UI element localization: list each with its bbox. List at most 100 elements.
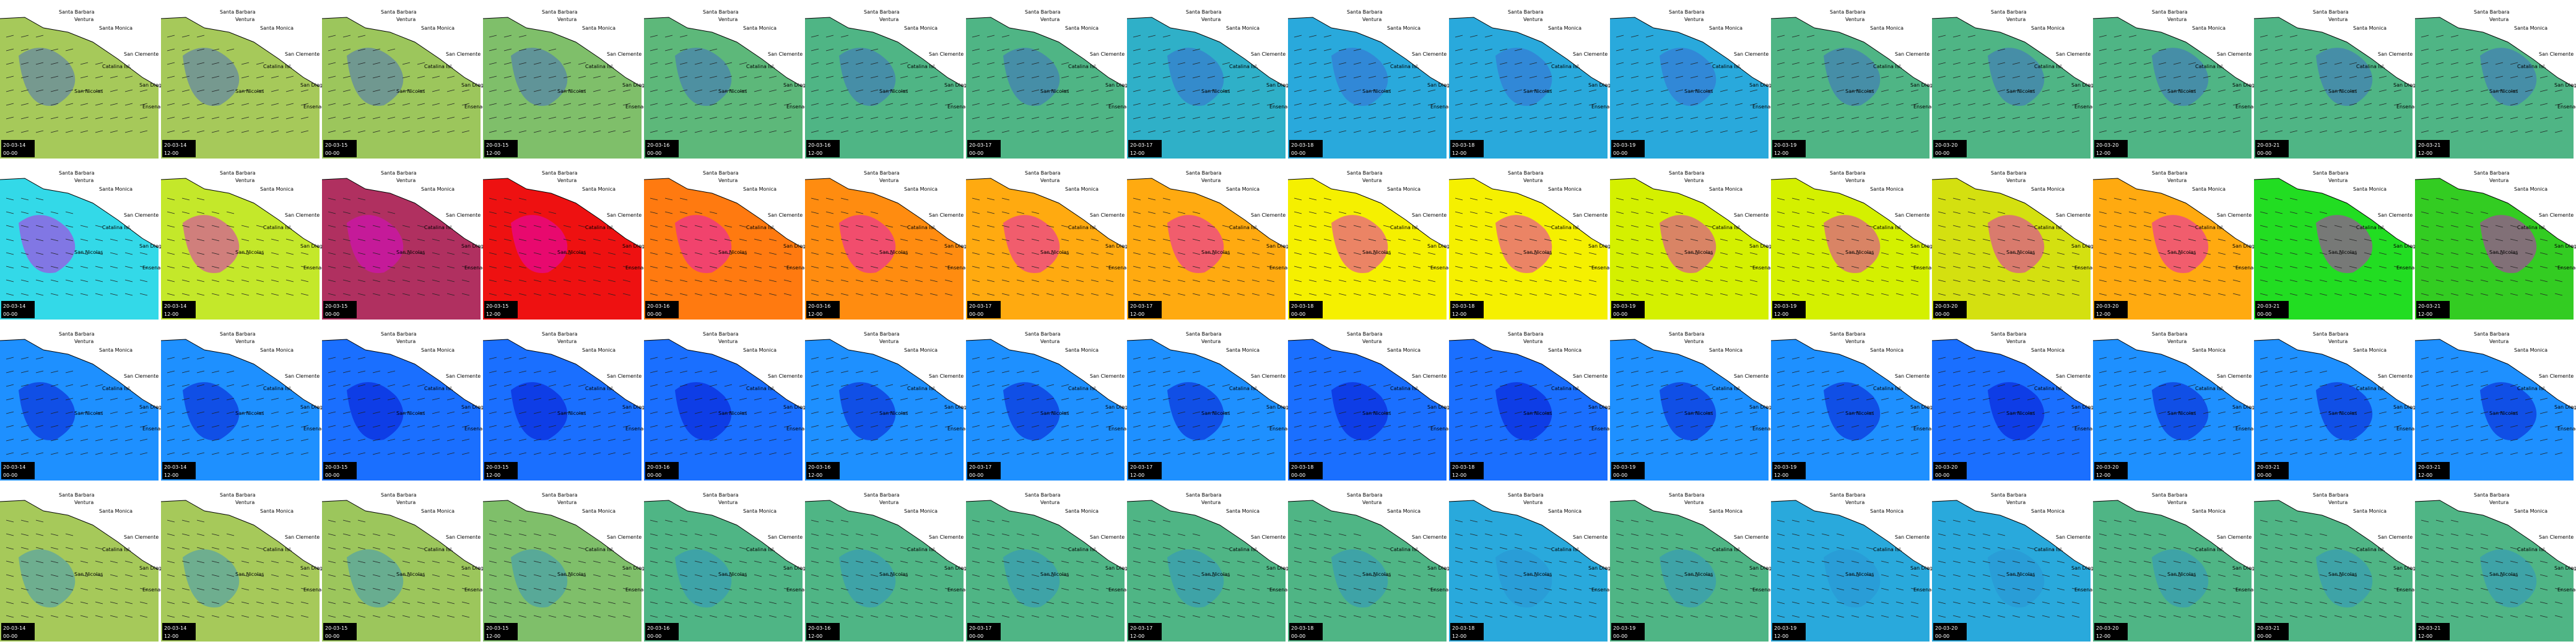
wind-arrow [972, 560, 980, 564]
coastline [2414, 178, 2574, 248]
wind-arrow [709, 76, 718, 79]
wind-arrow [2480, 62, 2489, 65]
wind-arrow [2334, 452, 2343, 455]
wind-arrow [2274, 279, 2283, 282]
wind-arrow [1090, 601, 1099, 604]
place-label: Ensenada [2235, 265, 2260, 271]
place-label: San Diego [1266, 404, 1292, 410]
wind-arrow [986, 438, 995, 442]
wind-arrow [1806, 560, 1815, 564]
wind-arrow [124, 588, 133, 591]
time-label: 00-00 [325, 311, 339, 317]
wind-arrow [1836, 238, 1845, 242]
wind-arrow [2203, 252, 2211, 255]
wind-arrow [80, 452, 89, 455]
wind-arrow [694, 89, 703, 92]
place-label: San Diego [622, 243, 648, 249]
wind-arrow [1484, 574, 1493, 577]
wind-arrow [402, 252, 411, 255]
wind-arrow [1851, 76, 1860, 79]
wind-arrow [35, 62, 44, 65]
wind-arrow [739, 615, 747, 618]
wind-arrow [241, 130, 250, 133]
wind-arrow [1952, 588, 1961, 591]
wind-arrow [2480, 116, 2489, 120]
time-label: 00-00 [1291, 150, 1305, 156]
wind-arrow [357, 76, 366, 79]
wind-arrow [1469, 601, 1478, 604]
coastline [0, 178, 159, 248]
place-label: Santa Monica [1226, 347, 1260, 353]
wind-arrow [2012, 252, 2021, 255]
place-label: Ventura [1362, 17, 1382, 22]
wind-arrow [372, 615, 381, 618]
wind-arrow [1046, 252, 1055, 255]
place-label: San Nicolas [1201, 572, 1230, 577]
wind-arrow [2232, 103, 2241, 106]
wind-arrow [1967, 293, 1976, 296]
wind-arrow [95, 238, 103, 242]
wind-arrow [650, 574, 658, 577]
wind-arrow [518, 266, 527, 269]
wind-arrow [1777, 76, 1785, 79]
wind-arrow [387, 48, 396, 51]
wind-arrow [724, 238, 733, 242]
date-box [1611, 301, 1645, 318]
wind-arrow [1046, 103, 1055, 106]
wind-arrow [124, 574, 133, 577]
wind-arrow [1544, 89, 1552, 92]
wind-arrow [2435, 452, 2444, 455]
sea [644, 17, 803, 159]
wind-arrow [870, 293, 879, 296]
date-label: 20-03-18 [1452, 464, 1474, 470]
wind-arrow [2113, 384, 2122, 387]
sea-patch [1167, 549, 1224, 607]
wind-arrow [300, 266, 309, 269]
wind-arrow [1952, 48, 1961, 51]
wind-arrow [1076, 103, 1084, 106]
wind-arrow [6, 266, 14, 269]
wind-arrow [1514, 615, 1523, 618]
wind-arrow [6, 547, 14, 550]
wind-arrow [446, 238, 455, 242]
wind-arrow [929, 116, 938, 120]
wind-arrow [181, 293, 190, 296]
sea [1610, 339, 1769, 481]
wind-arrow [328, 398, 336, 401]
wind-arrow [1016, 266, 1025, 269]
place-label: San Clemente [929, 51, 964, 57]
wind-arrow [1630, 425, 1639, 428]
place-label: San Diego [139, 243, 165, 249]
wind-arrow [622, 615, 631, 618]
wind-arrow [300, 601, 309, 604]
wind-arrow [2203, 398, 2211, 401]
wind-arrow [1192, 384, 1201, 387]
wind-arrow [1308, 48, 1317, 51]
wind-arrow [95, 384, 103, 387]
date-label: 20-03-18 [1452, 625, 1474, 631]
wind-arrow [1851, 615, 1860, 618]
wind-arrow [840, 198, 849, 201]
date-label: 20-03-19 [1774, 303, 1796, 309]
wind-arrow [2450, 225, 2459, 228]
wind-arrow [1323, 116, 1332, 120]
wind-arrow [1777, 130, 1785, 133]
wind-arrow [50, 76, 59, 79]
wind-arrow [1353, 384, 1362, 387]
wind-arrow [2421, 35, 2429, 38]
place-label: Santa Barbara [1991, 492, 2027, 498]
wind-arrow [1777, 588, 1785, 591]
wind-arrow [2173, 574, 2182, 577]
wind-arrow [1982, 370, 1991, 373]
wind-arrow [754, 103, 762, 106]
wind-arrow [783, 293, 792, 296]
place-label: Catalina Isl. [2195, 64, 2224, 69]
wind-arrow [503, 384, 512, 387]
wind-arrow [593, 411, 601, 414]
wind-arrow [1001, 547, 1010, 550]
coastline [2253, 17, 2413, 87]
sea [1610, 500, 1769, 642]
wind-arrow [1383, 103, 1391, 106]
wind-arrow [1001, 62, 1010, 65]
date-box [1611, 462, 1645, 479]
